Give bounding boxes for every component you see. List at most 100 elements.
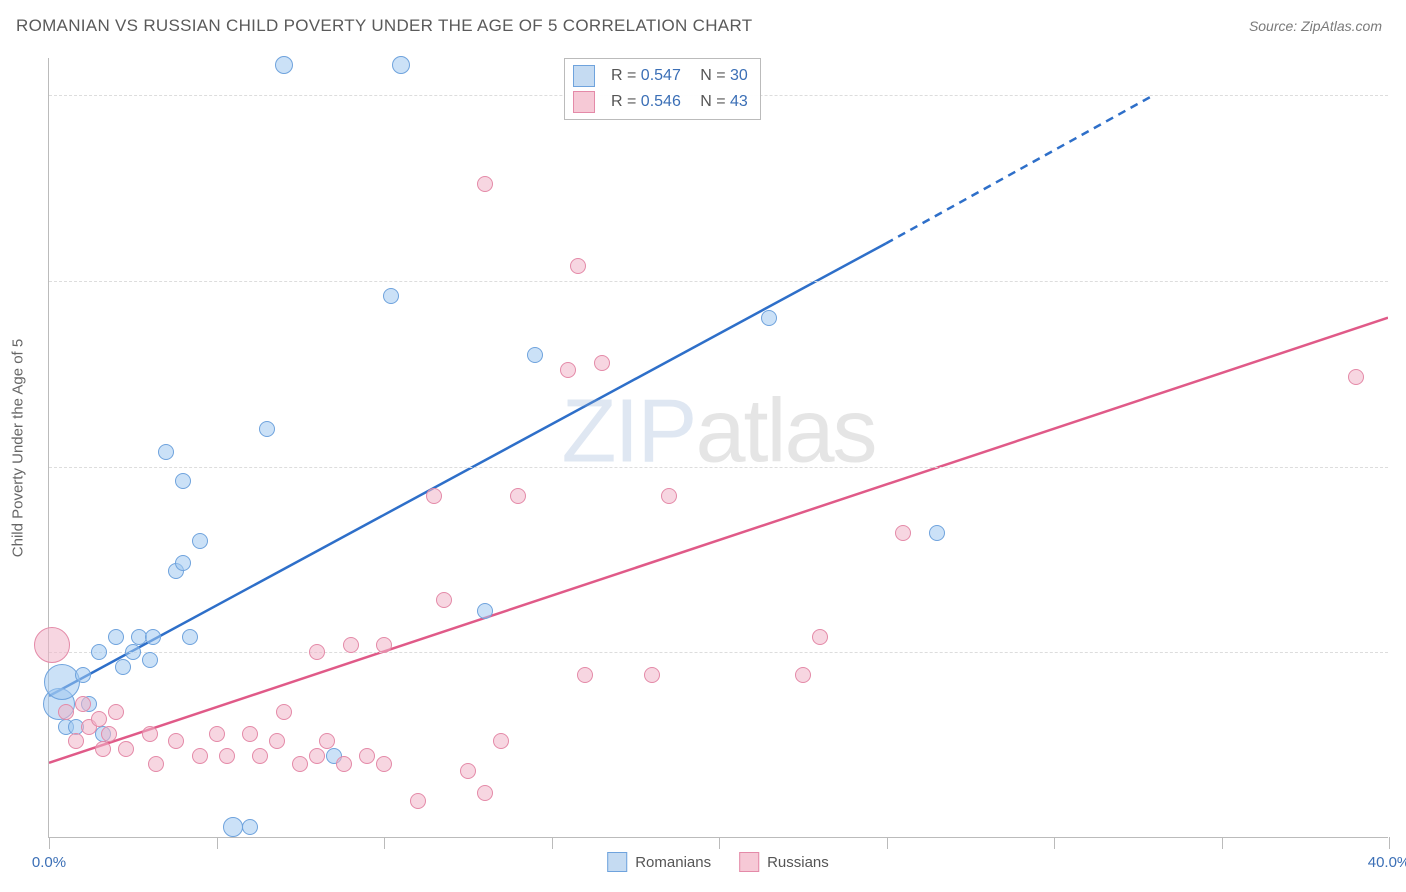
data-point [319, 733, 335, 749]
r-label: R = [611, 93, 641, 110]
data-point [175, 555, 191, 571]
data-point [168, 733, 184, 749]
source-name: ZipAtlas.com [1301, 18, 1382, 34]
legend-label: Russians [767, 854, 829, 871]
legend-item: Romanians [607, 852, 711, 872]
data-point [223, 817, 243, 837]
data-point [276, 704, 292, 720]
chart-header: ROMANIAN VS RUSSIAN CHILD POVERTY UNDER … [0, 0, 1406, 44]
x-tick [384, 837, 385, 849]
r-label: R = [611, 67, 641, 84]
data-point [192, 748, 208, 764]
source-attribution: Source: ZipAtlas.com [1249, 18, 1382, 34]
legend-correlation: R = 0.547 N = 30R = 0.546 N = 43 [564, 58, 761, 120]
data-point [426, 488, 442, 504]
data-point [570, 258, 586, 274]
data-point [343, 637, 359, 653]
data-point [75, 667, 91, 683]
data-point [269, 733, 285, 749]
data-point [115, 659, 131, 675]
data-point [812, 629, 828, 645]
data-point [242, 819, 258, 835]
data-point [219, 748, 235, 764]
data-point [252, 748, 268, 764]
source-prefix: Source: [1249, 18, 1301, 34]
x-tick [49, 837, 50, 849]
x-tick [887, 837, 888, 849]
x-tick [1054, 837, 1055, 849]
x-tick [1389, 837, 1390, 849]
data-point [560, 362, 576, 378]
data-point [436, 592, 452, 608]
data-point [594, 355, 610, 371]
n-value: 30 [730, 67, 748, 84]
r-value: 0.546 [641, 93, 681, 110]
data-point [142, 652, 158, 668]
data-point [242, 726, 258, 742]
x-tick [719, 837, 720, 849]
grid-line [49, 467, 1388, 468]
r-value: 0.547 [641, 67, 681, 84]
data-point [493, 733, 509, 749]
data-point [392, 56, 410, 74]
data-point [68, 733, 84, 749]
n-value: 43 [730, 93, 748, 110]
data-point [101, 726, 117, 742]
data-point [661, 488, 677, 504]
legend-swatch [573, 65, 595, 87]
data-point [91, 711, 107, 727]
data-point [108, 629, 124, 645]
data-point [477, 176, 493, 192]
x-tick [552, 837, 553, 849]
data-point [75, 696, 91, 712]
data-point [309, 748, 325, 764]
x-tick-label: 0.0% [32, 854, 66, 871]
x-tick [1222, 837, 1223, 849]
trend-lines [49, 58, 1388, 837]
plot-area: ZIPatlas 25.0%50.0%75.0%100.0%0.0%40.0% [48, 58, 1388, 838]
data-point [158, 444, 174, 460]
data-point [510, 488, 526, 504]
data-point [477, 603, 493, 619]
legend-swatch [739, 852, 759, 872]
data-point [182, 629, 198, 645]
legend-swatch [573, 91, 595, 113]
legend-row: R = 0.547 N = 30 [573, 63, 748, 89]
data-point [108, 704, 124, 720]
data-point [309, 644, 325, 660]
data-point [644, 667, 660, 683]
legend-series: Romanians Russians [607, 852, 829, 872]
legend-label: Romanians [635, 854, 711, 871]
y-axis-title: Child Poverty Under the Age of 5 [10, 339, 27, 557]
data-point [761, 310, 777, 326]
x-tick-label: 40.0% [1368, 854, 1406, 871]
data-point [1348, 369, 1364, 385]
data-point [91, 644, 107, 660]
data-point [336, 756, 352, 772]
data-point [275, 56, 293, 74]
y-tick-label: 100.0% [1394, 87, 1406, 104]
x-tick [217, 837, 218, 849]
legend-item: Russians [739, 852, 829, 872]
n-label: N = [700, 93, 730, 110]
y-tick-label: 75.0% [1394, 272, 1406, 289]
y-tick-label: 50.0% [1394, 458, 1406, 475]
grid-line [49, 652, 1388, 653]
chart-title: ROMANIAN VS RUSSIAN CHILD POVERTY UNDER … [16, 16, 752, 36]
n-label: N = [700, 67, 730, 84]
data-point [292, 756, 308, 772]
data-point [58, 704, 74, 720]
data-point [145, 629, 161, 645]
grid-line [49, 281, 1388, 282]
data-point [795, 667, 811, 683]
data-point [929, 525, 945, 541]
data-point [192, 533, 208, 549]
legend-row: R = 0.546 N = 43 [573, 89, 748, 115]
data-point [527, 347, 543, 363]
chart-container: ZIPatlas 25.0%50.0%75.0%100.0%0.0%40.0% … [48, 58, 1388, 838]
y-tick-label: 25.0% [1394, 644, 1406, 661]
data-point [376, 637, 392, 653]
data-point [34, 627, 70, 663]
data-point [376, 756, 392, 772]
data-point [125, 644, 141, 660]
